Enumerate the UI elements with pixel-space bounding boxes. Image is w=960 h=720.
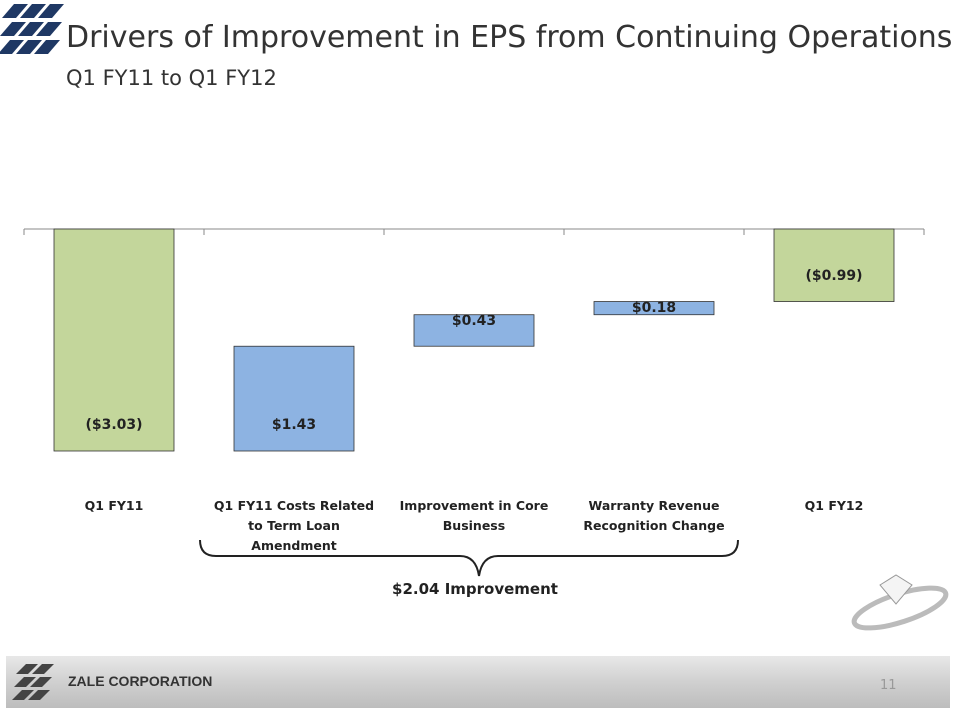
x-tick-label: Q1 FY11 (84, 498, 144, 513)
footer-logo (12, 664, 54, 700)
bar (593, 301, 715, 316)
ring (851, 574, 949, 631)
x-tick-label: Improvement in Core Business (399, 498, 549, 533)
page-number: 11 (880, 678, 897, 693)
x-tick-label: Q1 FY11 Costs Related to Term Loan Amend… (213, 498, 375, 553)
bar (233, 345, 355, 452)
data-label: $1.43 (271, 417, 317, 433)
data-label: $0.18 (631, 299, 677, 316)
chart-subtitle: Q1 FY11 to Q1 FY12 (66, 66, 277, 90)
data-label: ($0.99) (805, 267, 863, 284)
bar (413, 314, 535, 347)
bar (773, 228, 895, 302)
annotation: $2.04 Improvement (392, 580, 558, 598)
chart-title: Drivers of Improvement in EPS from Conti… (66, 20, 953, 55)
logo (0, 4, 64, 54)
brace (199, 539, 739, 577)
x-tick-label: Q1 FY12 (804, 498, 864, 513)
data-label: $0.43 (451, 312, 497, 329)
company-name: ZALE CORPORATION (68, 673, 213, 689)
bar (53, 228, 175, 452)
footer-bar (6, 656, 950, 708)
x-tick-label: Warranty Revenue Recognition Change (583, 498, 725, 533)
data-label: ($3.03) (85, 417, 143, 433)
